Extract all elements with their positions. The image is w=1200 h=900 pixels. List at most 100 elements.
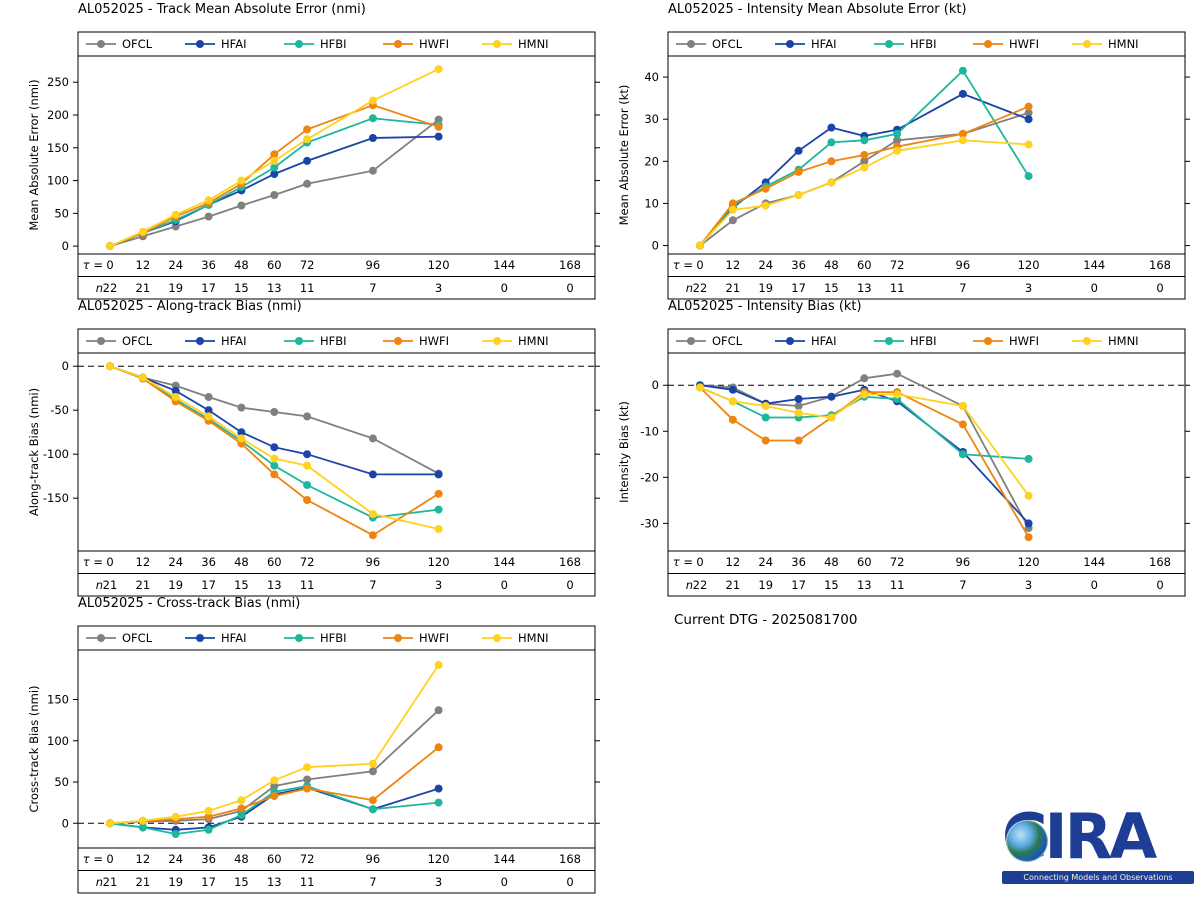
data-point <box>303 179 312 188</box>
y-axis-ticks: 0 50 100 150 200 250 <box>47 75 600 253</box>
n-row: n 22 21 19 17 15 13 11 7 3 0 0 <box>96 281 574 295</box>
tau-value: 24 <box>758 258 773 272</box>
y-tick-label: 250 <box>47 75 69 89</box>
data-point <box>434 122 443 131</box>
tau-value: 0 <box>106 258 113 272</box>
legend-label: HFBI <box>910 334 937 348</box>
data-point <box>434 798 443 807</box>
tau-value: 48 <box>234 852 249 866</box>
y-tick-label: -30 <box>640 516 659 530</box>
data-point <box>827 157 836 166</box>
legend-marker <box>1083 40 1091 48</box>
series-OFCL <box>696 108 1033 250</box>
n-value: 0 <box>566 578 573 592</box>
data-point <box>958 129 967 138</box>
data-point <box>434 525 443 533</box>
data-point <box>106 242 114 251</box>
data-point <box>794 191 803 199</box>
n-prefix: n <box>96 281 103 295</box>
tau-value: 144 <box>493 555 515 569</box>
n-value: 0 <box>1156 281 1163 295</box>
n-value: 13 <box>267 578 282 592</box>
data-point <box>368 531 377 540</box>
n-value: 0 <box>501 578 508 592</box>
tau-value: 12 <box>726 555 741 569</box>
y-tick-label: 10 <box>644 196 659 210</box>
legend-label: OFCL <box>122 631 153 645</box>
tau-value: 60 <box>857 555 872 569</box>
data-point <box>368 767 377 776</box>
legend-marker <box>295 40 303 48</box>
tau-row: τ = 0 12 24 36 48 60 72 96 120 144 168 <box>83 258 581 272</box>
data-point <box>106 819 114 828</box>
tau-value: 60 <box>267 258 282 272</box>
n-value: 17 <box>791 281 806 295</box>
legend-marker <box>97 40 105 48</box>
data-point <box>204 812 213 821</box>
legend: OFCL HFAI HFBI HWFI HMNI <box>676 334 1139 348</box>
data-point <box>171 812 180 821</box>
n-value: 19 <box>758 281 773 295</box>
n-value: 22 <box>103 281 118 295</box>
n-prefix: n <box>96 578 103 592</box>
n-value: 13 <box>267 281 282 295</box>
legend-marker <box>394 634 402 642</box>
data-point <box>270 150 279 159</box>
data-point <box>270 461 279 470</box>
tau-value: 0 <box>696 555 703 569</box>
tau-value: 96 <box>366 258 381 272</box>
legend-marker <box>687 40 695 48</box>
n-value: 19 <box>758 578 773 592</box>
legend-label: HMNI <box>1108 334 1139 348</box>
tau-prefix: τ = <box>83 555 103 569</box>
n-value: 21 <box>726 578 741 592</box>
tau-prefix: τ = <box>673 258 693 272</box>
data-point <box>368 796 377 805</box>
legend-label: HWFI <box>419 37 449 51</box>
tau-value: 120 <box>1018 258 1040 272</box>
cira-globe-icon <box>1006 820 1048 862</box>
legend-marker <box>687 337 695 345</box>
data-point <box>728 385 737 394</box>
data-point <box>827 123 836 132</box>
n-value: 22 <box>693 281 708 295</box>
data-point <box>1024 102 1033 111</box>
legend-label: HFBI <box>320 631 347 645</box>
data-point <box>958 420 967 429</box>
data-point <box>237 811 246 819</box>
legend-marker <box>196 337 204 345</box>
n-row: n 22 21 19 17 15 13 11 7 3 0 0 <box>686 281 1164 295</box>
data-point <box>270 156 279 165</box>
n-value: 0 <box>566 281 573 295</box>
tau-value: 36 <box>201 555 216 569</box>
n-value: 21 <box>726 281 741 295</box>
data-point <box>794 436 803 445</box>
plot-frame <box>77 31 596 300</box>
data-point <box>794 408 803 417</box>
data-point <box>958 402 967 410</box>
data-point <box>303 461 312 470</box>
data-point <box>303 135 312 144</box>
n-value: 21 <box>136 875 151 889</box>
n-value: 21 <box>103 875 118 889</box>
cira-logo: CIRA Connecting Models and Observations <box>1002 804 1194 884</box>
data-point <box>270 408 279 416</box>
data-point <box>827 413 836 422</box>
n-value: 19 <box>168 875 183 889</box>
tau-value: 24 <box>168 555 183 569</box>
data-point <box>171 393 180 401</box>
n-value: 17 <box>791 578 806 592</box>
data-point <box>827 392 836 401</box>
data-point <box>827 138 836 147</box>
legend-marker <box>493 337 501 345</box>
legend-marker <box>196 40 204 48</box>
data-point <box>827 178 836 187</box>
n-value: 11 <box>300 578 315 592</box>
n-value: 17 <box>201 875 216 889</box>
series-HFBI <box>106 782 443 838</box>
legend-marker <box>786 40 794 48</box>
legend-label: HFAI <box>811 37 836 51</box>
n-value: 3 <box>435 578 442 592</box>
tau-value: 12 <box>136 852 151 866</box>
n-prefix: n <box>96 875 103 889</box>
